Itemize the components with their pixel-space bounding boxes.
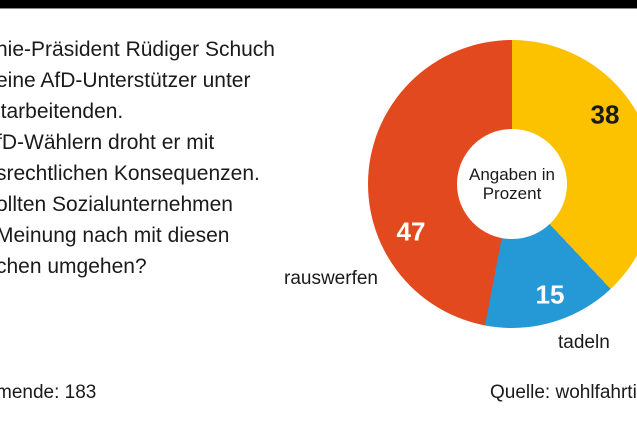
slice-label-rauswerfen: rauswerfen [284, 268, 378, 289]
donut-center-label: Angaben in Prozent [457, 129, 567, 239]
respondents-count: mende: 183 [0, 382, 97, 403]
slice-label-tadeln: tadeln [558, 332, 610, 353]
question-line: ollten Sozialunternehmen [0, 193, 233, 216]
question-line: fD-Wählern droht er mit [0, 131, 215, 154]
question-line: eine AfD-Unterstützer unter [0, 69, 251, 92]
slice-value-47: 47 [396, 216, 426, 247]
top-bar [0, 0, 637, 9]
question-line: chen umgehen? [0, 255, 147, 278]
question-line: itarbeitenden. [0, 100, 124, 123]
center-label-line: Angaben in [468, 165, 556, 184]
center-label-line: Prozent [482, 184, 542, 203]
donut-chart: Angaben in Prozent [368, 40, 637, 328]
source-credit: Quelle: wohlfahrti [490, 382, 637, 403]
question-line: nie-Präsident Rüdiger Schuch [0, 38, 275, 61]
slice-value-38: 38 [590, 99, 620, 130]
question-line: srechtlichen Konsequenzen. [0, 162, 260, 185]
slice-value-15: 15 [535, 279, 565, 310]
question-text: nie-Präsident Rüdiger Schuch eine AfD-Un… [0, 34, 356, 282]
question-line: Meinung nach mit diesen [0, 224, 230, 247]
